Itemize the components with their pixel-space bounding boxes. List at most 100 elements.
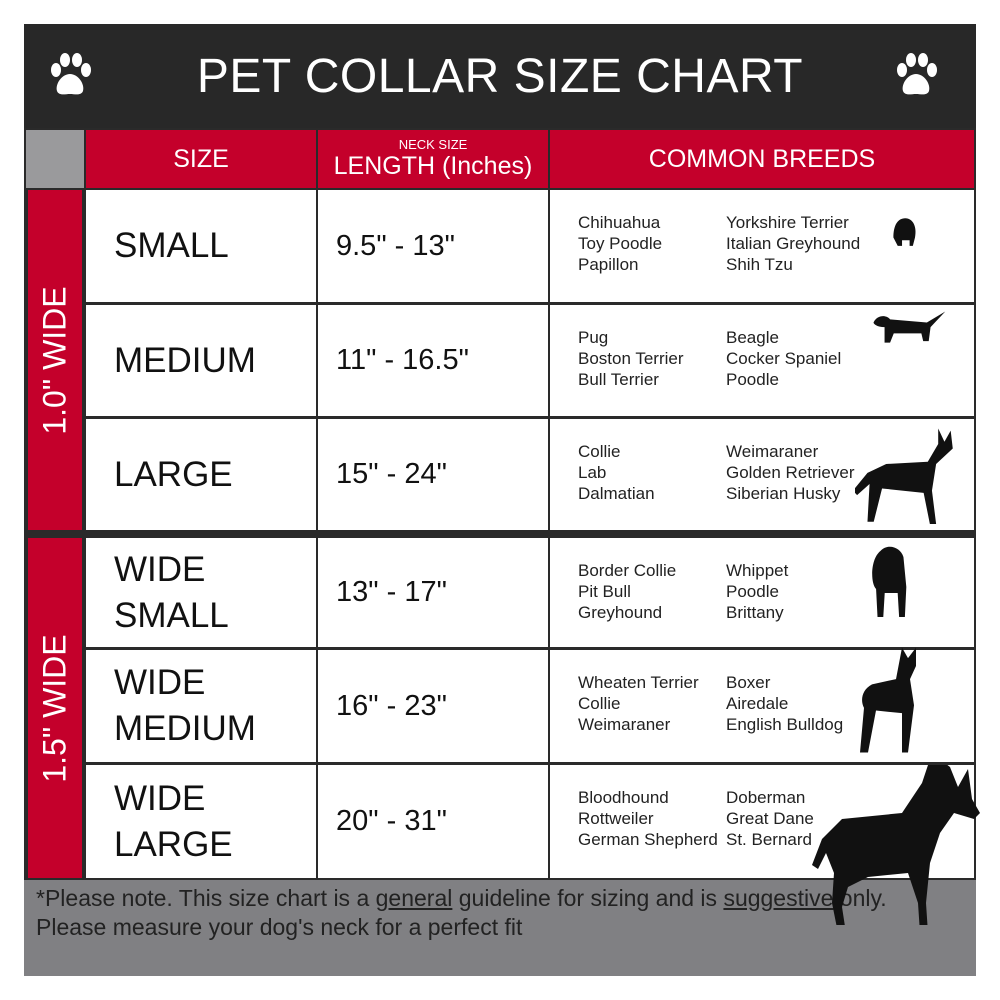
header-breeds-label: COMMON BREEDS: [648, 144, 876, 173]
breed-name: Poodle: [726, 582, 779, 601]
length-cell: 13" - 17": [318, 538, 548, 647]
length-cell: 11" - 16.5": [318, 305, 548, 416]
footer-line-2: Please measure your dog's neck for a per…: [36, 914, 523, 940]
breed-name: Doberman: [726, 788, 806, 807]
breed-name: Collie: [578, 694, 621, 713]
breed-name: Pit Bull: [578, 582, 631, 601]
breed-name: Papillon: [578, 255, 639, 274]
breed-name: Golden Retriever: [726, 463, 855, 482]
breed-name: Bull Terrier: [578, 370, 659, 389]
size-cell: SMALL: [86, 190, 316, 302]
breed-name: Italian Greyhound: [726, 234, 861, 253]
breed-name: Poodle: [726, 370, 779, 389]
size-label: SMALL: [114, 226, 229, 265]
footer-underline-suggestive: suggestive: [723, 885, 834, 911]
pitbull-silhouette: [860, 647, 916, 753]
breeds-column-b: Doberman Great Dane St. Bernard: [726, 787, 814, 850]
breeds-column-b: Weimaraner Golden Retriever Siberian Husky: [726, 441, 855, 504]
length-cell: 9.5" - 13": [318, 190, 548, 302]
length-value: 16" - 23": [336, 689, 447, 722]
length-cell: 15" - 24": [318, 419, 548, 530]
breed-name: Weimaraner: [578, 715, 671, 734]
breeds-column-b: Whippet Poodle Brittany: [726, 560, 788, 623]
length-value: 9.5" - 13": [336, 229, 455, 262]
breed-name: Border Collie: [578, 561, 677, 580]
breed-name: German Shepherd: [578, 830, 718, 849]
dachshund-silhouette: [873, 311, 946, 343]
breeds-column-a: Wheaten Terrier Collie Weimaraner: [578, 672, 699, 735]
length-value: 20" - 31": [336, 805, 447, 837]
group-label-1in: 1.0" WIDE: [28, 190, 82, 530]
size-cell: LARGE: [86, 419, 316, 530]
breed-name: Rottweiler: [578, 809, 654, 828]
size-cell: MEDIUM: [86, 305, 316, 416]
breed-name: Toy Poodle: [578, 234, 663, 253]
size-label: WIDE MEDIUM: [114, 663, 256, 748]
breed-name: Collie: [578, 442, 621, 461]
breed-name: Great Dane: [726, 809, 814, 828]
breeds-column-b: Boxer Airedale English Bulldog: [726, 672, 843, 735]
breed-name: Airedale: [726, 694, 789, 713]
breed-name: Siberian Husky: [726, 484, 841, 503]
group-label-text: 1.5" WIDE: [36, 633, 73, 783]
breed-name: Boston Terrier: [578, 349, 684, 368]
length-cell: 20" - 31": [318, 765, 548, 878]
breed-name: Wheaten Terrier: [578, 673, 699, 692]
size-cell: WIDE MEDIUM: [86, 650, 316, 762]
breed-name: Chihuahua: [578, 213, 661, 232]
length-value: 13" - 17": [336, 576, 447, 608]
size-cell: WIDE LARGE: [86, 765, 316, 878]
header-breeds: COMMON BREEDS: [550, 130, 974, 188]
size-label: WIDE LARGE: [114, 778, 233, 864]
bulldog-silhouette: [872, 546, 907, 617]
breeds-column-a: Bloodhound Rottweiler German Shepherd: [578, 787, 718, 850]
small-dog-silhouette: [893, 218, 916, 246]
group-label-text: 1.0" WIDE: [36, 285, 73, 435]
page-title: PET COLLAR SIZE CHART: [196, 49, 804, 103]
size-label: WIDE SMALL: [114, 549, 229, 635]
breed-name: Cocker Spaniel: [726, 349, 842, 368]
breeds-cell: Chihuahua Toy Poodle Papillon Yorkshire Te…: [550, 190, 974, 302]
breeds-column-b: Yorkshire Terrier Italian Greyhound Shih T…: [726, 212, 860, 275]
breed-name: Brittany: [726, 603, 784, 622]
breed-name: Bloodhound: [578, 788, 669, 807]
breeds-column-a: Border Collie Pit Bull Greyhound: [578, 560, 676, 623]
footer-text: *Please note. This size chart is a: [36, 885, 376, 911]
breed-name: Shih Tzu: [726, 255, 793, 274]
shepherd-silhouette: [855, 428, 953, 524]
footer-line-1: *Please note. This size chart is a gener…: [36, 884, 964, 913]
breed-name: Dalmatian: [578, 484, 655, 503]
paw-print-icon: [897, 53, 937, 95]
header-length: NECK SIZE LENGTH (Inches): [318, 130, 548, 188]
length-value: 11" - 16.5": [336, 344, 469, 376]
breeds-column-b: Beagle Cocker Spaniel Poodle: [726, 327, 841, 390]
length-value: 15" - 24": [336, 458, 447, 490]
breeds-column-a: Pug Boston Terrier Bull Terrier: [578, 327, 684, 390]
header-length-sub: NECK SIZE: [398, 137, 468, 152]
group-label-1-5in: 1.5" WIDE: [28, 538, 82, 878]
footer-underline-general: general: [375, 885, 453, 911]
title-bar: PET COLLAR SIZE CHART: [24, 24, 976, 128]
footer-note: *Please note. This size chart is a gener…: [24, 880, 976, 976]
breed-name: Whippet: [726, 561, 789, 580]
size-label: MEDIUM: [114, 340, 256, 380]
header-size-label: SIZE: [173, 144, 229, 173]
breed-name: Yorkshire Terrier: [726, 213, 849, 232]
size-cell: WIDE SMALL: [86, 538, 316, 647]
header-size: SIZE: [86, 130, 316, 188]
header-length-label: LENGTH (Inches): [333, 152, 533, 180]
size-label: LARGE: [114, 454, 233, 494]
footer-text: only.: [833, 885, 887, 911]
breeds-column-a: Chihuahua Toy Poodle Papillon: [578, 212, 662, 275]
breed-name: Lab: [578, 463, 607, 482]
breed-name: Pug: [578, 328, 609, 347]
length-cell: 16" - 23": [318, 650, 548, 762]
doberman-silhouette: [812, 765, 980, 925]
breed-name: Boxer: [726, 673, 771, 692]
breed-name: English Bulldog: [726, 715, 844, 734]
corner-cell: [26, 130, 84, 188]
breed-name: Weimaraner: [726, 442, 819, 461]
breed-name: Greyhound: [578, 603, 663, 622]
breed-name: St. Bernard: [726, 830, 812, 849]
paw-print-icon: [51, 53, 91, 95]
